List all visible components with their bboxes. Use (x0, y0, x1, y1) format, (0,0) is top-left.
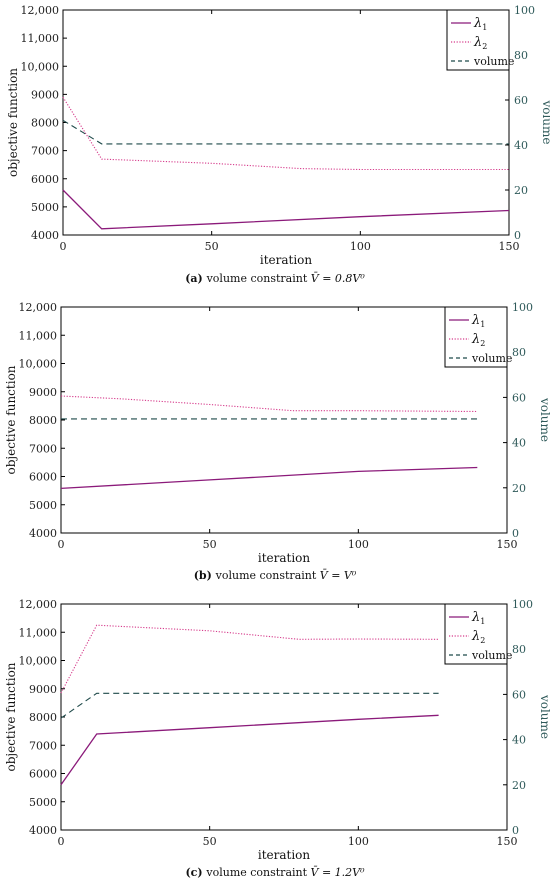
y-axis-title: objective function (4, 365, 18, 474)
y-tick-label: 6000 (31, 173, 59, 186)
x-axis-title: iteration (258, 551, 311, 565)
series-line-λ1 (60, 714, 439, 786)
legend-label: λ1 (471, 610, 485, 626)
x-axis-title: iteration (258, 848, 311, 862)
panel-caption: (a) volume constraint V̄ = 0.8V⁰ (185, 272, 365, 285)
plot-frame (62, 9, 510, 236)
panel-a: 0 50 100 150 4000 5000 6000 7000 8000 9000 10,000 1… (6, 4, 550, 285)
y-tick-label: 11,000 (19, 329, 58, 342)
legend-label: volume (471, 649, 512, 662)
panel-b: 0 50 100 150 4000 5000 6000 7000 8000 9000 10,000 1… (4, 301, 550, 582)
series-line-λ2 (62, 96, 509, 171)
legend-box (446, 9, 510, 71)
x-tick-label: 50 (203, 538, 217, 551)
y2-axis-title: volume (540, 99, 550, 144)
y2-tick-label: 80 (512, 643, 526, 656)
y-tick-label: 5000 (31, 201, 59, 214)
y-tick-label: 12,000 (19, 301, 58, 314)
x-tick-label: 50 (205, 240, 219, 253)
y2-tick-label: 0 (512, 824, 519, 837)
y2-axis-title: volume (538, 694, 550, 739)
y-tick-label: 4000 (31, 229, 59, 242)
x-tick-label: 100 (348, 538, 369, 551)
y2-tick-label: 20 (512, 779, 526, 792)
y-tick-label: 8000 (29, 414, 57, 427)
y2-tick-label: 60 (512, 688, 526, 701)
y-axis-title: objective function (6, 68, 20, 177)
series-line-λ2 (60, 395, 478, 413)
y2-tick-label: 100 (512, 598, 533, 611)
y-tick-label: 11,000 (21, 32, 60, 45)
y2-tick-label: 0 (512, 527, 519, 540)
legend-label: λ2 (471, 332, 485, 348)
legend-label: volume (473, 55, 514, 68)
x-tick-label: 0 (60, 240, 67, 253)
y2-tick-label: 60 (514, 94, 528, 107)
plot-frame (60, 603, 508, 831)
series-line-volume (62, 119, 509, 145)
y-tick-label: 7000 (29, 739, 57, 752)
legend-label: volume (471, 352, 512, 365)
legend-label: λ1 (471, 313, 485, 329)
y2-tick-label: 20 (514, 184, 528, 197)
y2-tick-label: 0 (514, 229, 521, 242)
x-axis-title: iteration (260, 253, 313, 267)
x-tick-label: 0 (58, 538, 65, 551)
legend-label: λ2 (471, 629, 485, 645)
y-tick-label: 10,000 (19, 655, 58, 668)
x-tick-label: 100 (348, 835, 369, 848)
y2-tick-label: 100 (514, 4, 535, 17)
panel-c: 0 50 100 150 4000 5000 6000 7000 8000 9000 10,000 1… (4, 598, 550, 879)
y-tick-label: 12,000 (19, 598, 58, 611)
panel-caption: (c) volume constraint V̄ = 1.2V⁰ (185, 866, 365, 879)
plot-frame (60, 306, 508, 534)
x-tick-label: 50 (203, 835, 217, 848)
y2-tick-label: 40 (514, 139, 528, 152)
y-tick-label: 5000 (29, 796, 57, 809)
y2-tick-label: 20 (512, 482, 526, 495)
y-tick-label: 8000 (29, 711, 57, 724)
y2-tick-label: 40 (512, 734, 526, 747)
legend-box (444, 306, 508, 368)
y-tick-label: 9000 (29, 386, 57, 399)
x-tick-label: 150 (497, 538, 518, 551)
y-tick-label: 11,000 (19, 626, 58, 639)
series-line-λ1 (62, 189, 510, 230)
y-axis-title: objective function (4, 662, 18, 771)
y-tick-label: 6000 (29, 471, 57, 484)
y-tick-label: 9000 (29, 683, 57, 696)
y2-tick-label: 40 (512, 437, 526, 450)
y-tick-label: 9000 (31, 88, 59, 101)
y2-tick-label: 60 (512, 391, 526, 404)
legend-label: λ2 (473, 35, 487, 51)
y2-axis-title: volume (538, 397, 550, 442)
x-tick-label: 150 (499, 240, 520, 253)
y2-tick-label: 80 (512, 346, 526, 359)
series-line-λ1 (60, 466, 478, 490)
y-tick-label: 12,000 (21, 4, 60, 17)
y-tick-label: 6000 (29, 768, 57, 781)
y2-tick-label: 80 (514, 49, 528, 62)
series-line-λ2 (60, 624, 439, 694)
y2-tick-label: 100 (512, 301, 533, 314)
y-tick-label: 10,000 (19, 358, 58, 371)
y-tick-label: 7000 (29, 442, 57, 455)
y-tick-label: 8000 (31, 117, 59, 130)
series-line-volume (60, 692, 439, 719)
panel-caption: (b) volume constraint V̄ = V⁰ (194, 569, 357, 582)
x-tick-label: 0 (58, 835, 65, 848)
legend-box (444, 603, 508, 665)
y-tick-label: 4000 (29, 824, 57, 837)
y-tick-label: 5000 (29, 499, 57, 512)
x-tick-label: 100 (350, 240, 371, 253)
y-tick-label: 10,000 (21, 60, 60, 73)
y-tick-label: 4000 (29, 527, 57, 540)
y-tick-label: 7000 (31, 145, 59, 158)
legend-label: λ1 (473, 16, 487, 32)
x-tick-label: 150 (497, 835, 518, 848)
